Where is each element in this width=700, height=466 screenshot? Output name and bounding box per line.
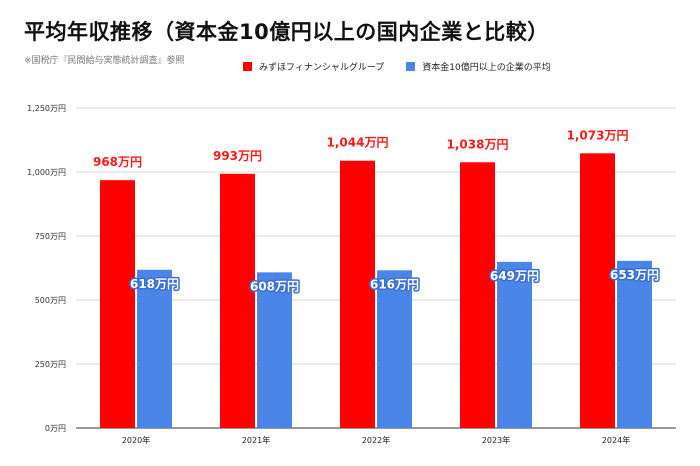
data-label-series-2: 653万円 <box>610 268 659 282</box>
bar-series-2 <box>497 261 532 428</box>
bar-series-2 <box>617 260 652 428</box>
legend-item-series-1: みずほフィナンシャルグループ <box>243 60 384 73</box>
y-tick-label: 500万円 <box>35 296 66 305</box>
x-tick-label: 2023年 <box>482 435 510 445</box>
data-label-series-2: 616万円 <box>370 277 419 291</box>
chart-title: 平均年収推移（資本金10億円以上の国内企業と比較） <box>24 20 549 44</box>
data-label-series-1: 993万円 <box>213 149 262 163</box>
y-tick-label: 1,000万円 <box>27 168 66 177</box>
bar-series-1 <box>220 173 255 428</box>
x-tick-label: 2024年 <box>602 435 630 445</box>
data-label-series-2: 649万円 <box>490 269 539 283</box>
data-label-series-1: 968万円 <box>93 155 142 169</box>
bar-series-1 <box>340 160 375 428</box>
chart-legend: みずほフィナンシャルグループ 資本金10億円以上の企業の平均 <box>243 60 573 73</box>
legend-swatch-series-2 <box>406 62 416 71</box>
legend-label-series-1: みずほフィナンシャルグループ <box>259 63 385 73</box>
y-tick-label: 1,250万円 <box>27 104 66 113</box>
y-tick-label: 750万円 <box>35 232 66 241</box>
bar-series-1 <box>100 180 135 428</box>
bar-series-2 <box>257 272 292 428</box>
y-tick-label: 0万円 <box>45 424 66 433</box>
bar-series-2 <box>137 269 172 428</box>
data-label-series-1: 1,044万円 <box>327 136 389 150</box>
bar-series-1 <box>580 153 615 428</box>
x-tick-label: 2021年 <box>242 435 270 445</box>
x-tick-label: 2020年 <box>122 435 150 445</box>
bar-series-2 <box>377 270 412 428</box>
legend-label-series-2: 資本金10億円以上の企業の平均 <box>422 63 551 73</box>
y-tick-label: 250万円 <box>35 360 66 369</box>
legend-swatch-series-1 <box>243 62 252 71</box>
data-label-series-2: 618万円 <box>130 277 179 291</box>
data-label-series-2: 608万円 <box>250 279 299 293</box>
bar-series-1 <box>460 162 495 428</box>
data-label-series-1: 1,038万円 <box>447 137 509 151</box>
data-label-series-1: 1,073万円 <box>567 128 629 142</box>
x-tick-label: 2022年 <box>362 435 390 445</box>
chart-source-note: ※国税庁『民間給与実態統計調査』参照 <box>24 56 185 66</box>
legend-item-series-2: 資本金10億円以上の企業の平均 <box>406 60 551 73</box>
